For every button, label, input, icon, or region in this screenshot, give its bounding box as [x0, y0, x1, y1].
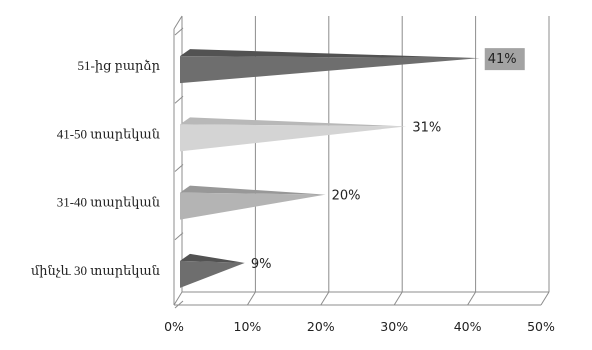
- category-labels: 51-ից բարձր 41-50 տարեկան 31-40 տարեկան մին…: [31, 58, 161, 278]
- category-label: 51-ից բարձր: [78, 58, 161, 73]
- category-tick: [174, 95, 184, 104]
- category-tick: [174, 27, 184, 36]
- data-label: 9%: [251, 257, 272, 272]
- floor-gridline: [393, 291, 403, 306]
- bar: [180, 185, 326, 220]
- floor-gridline: [467, 291, 477, 306]
- floor-gridline: [246, 291, 256, 306]
- data-labels: 41% 31% 20% 9%: [251, 48, 525, 272]
- data-label: 20%: [332, 189, 361, 204]
- x-tick-label: 20%: [307, 319, 335, 334]
- x-tick-label: 0%: [164, 319, 184, 334]
- data-label-background: [484, 48, 525, 71]
- bar: [180, 117, 407, 152]
- x-tick-label: 10%: [234, 319, 262, 334]
- x-tick-label: 30%: [380, 319, 408, 334]
- x-tick-label: 50%: [527, 319, 555, 334]
- category-label: 41-50 տարեկան: [57, 126, 160, 141]
- category-tick: [174, 232, 184, 241]
- axis-line: [173, 15, 183, 30]
- x-axis-tick-labels: 0% 10% 20% 30% 40% 50%: [164, 319, 555, 334]
- bars: [180, 49, 480, 288]
- floor-gridline: [320, 291, 330, 306]
- category-tick: [174, 164, 184, 172]
- bar: [180, 49, 480, 84]
- category-label: 31-40 տարեկան: [57, 195, 160, 210]
- data-label: 31%: [412, 120, 441, 135]
- x-tick-label: 40%: [454, 319, 482, 334]
- bar: [180, 253, 245, 288]
- category-tick: [174, 300, 184, 309]
- data-label: 41%: [488, 52, 517, 67]
- floor-gridline: [173, 291, 183, 306]
- floor-gridline: [540, 291, 550, 306]
- category-label: մինչև 30 տարեկան: [31, 263, 160, 278]
